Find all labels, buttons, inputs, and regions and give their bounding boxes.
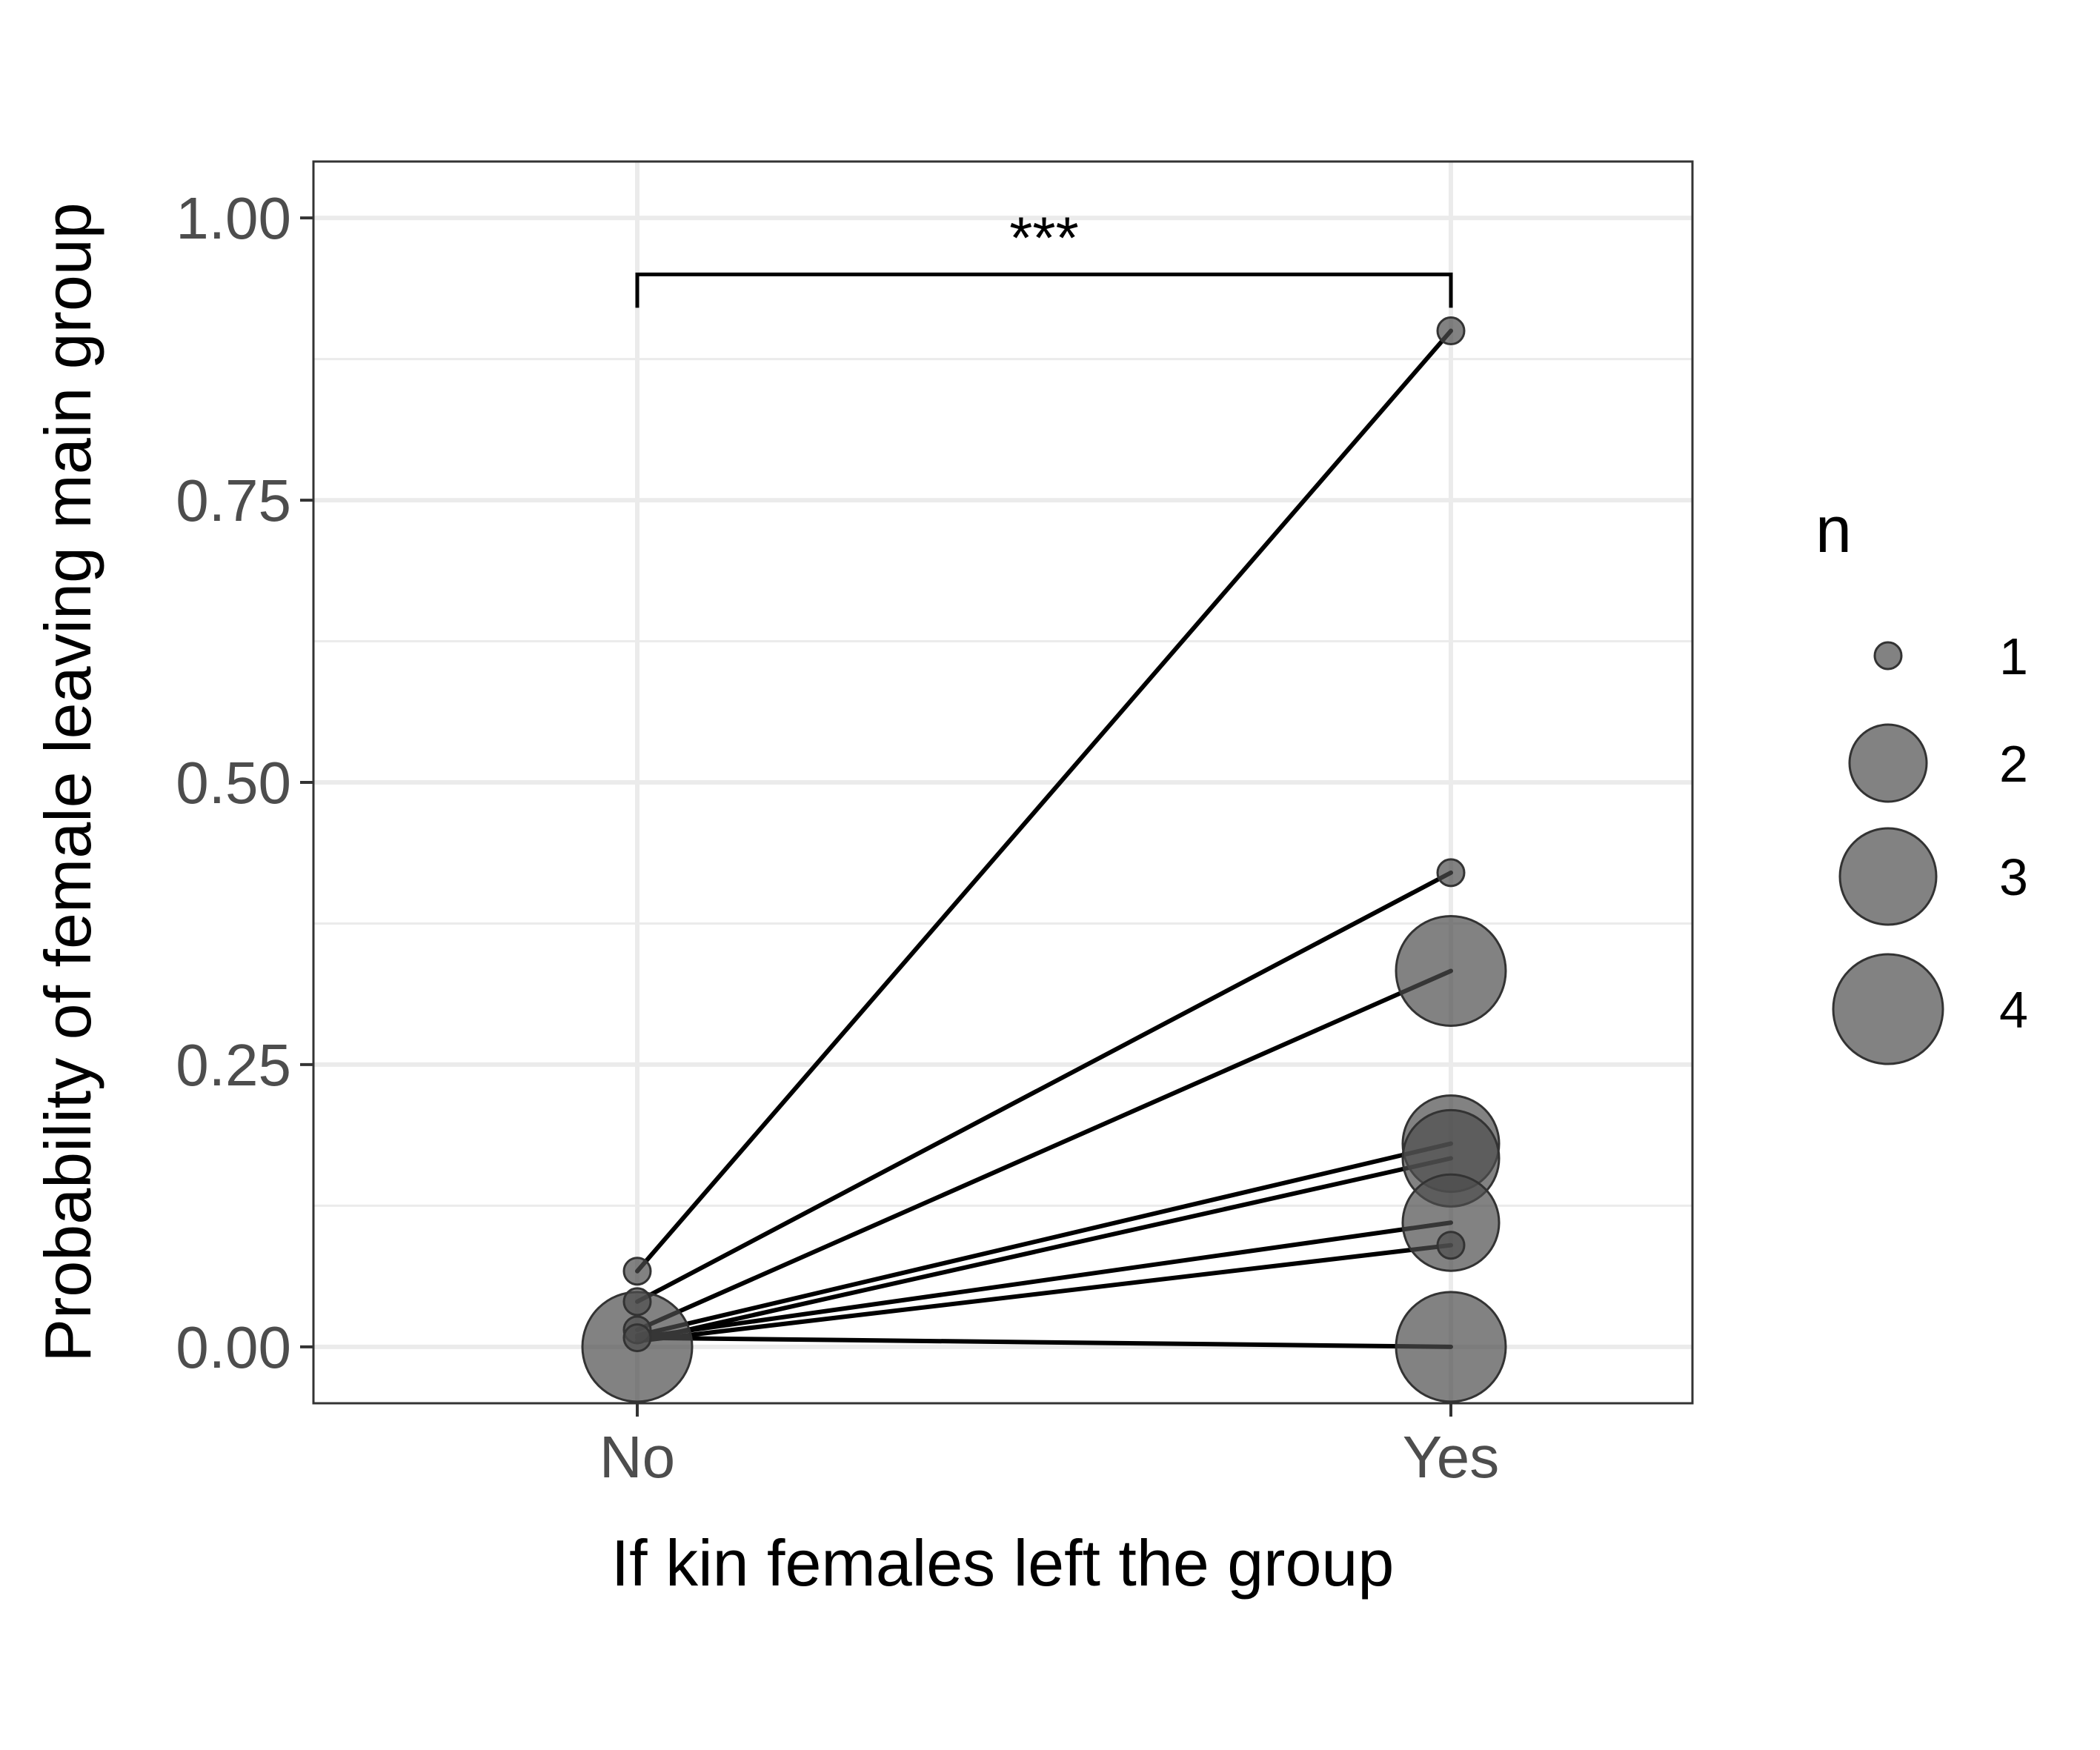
data-point <box>622 1257 652 1286</box>
paired-lines <box>635 328 1453 1349</box>
paired-line <box>635 1335 1453 1349</box>
paired-line <box>635 328 1453 1274</box>
data-points <box>581 316 1507 1403</box>
y-tick-label: 0.50 <box>176 750 291 816</box>
x-tick-label: Yes <box>1403 1424 1500 1490</box>
significance-label: *** <box>1009 204 1078 270</box>
data-point <box>1436 1231 1466 1260</box>
x-axis-title: If kin females left the group <box>611 1526 1395 1600</box>
y-tick-label: 0.00 <box>176 1314 291 1380</box>
data-point <box>1401 1173 1501 1272</box>
paired-line <box>635 1220 1453 1340</box>
paired-line <box>635 1141 1453 1338</box>
y-tick-label: 1.00 <box>176 185 291 251</box>
data-point <box>1395 914 1507 1027</box>
x-tick-label: No <box>599 1424 675 1490</box>
paired-line <box>635 870 1453 1304</box>
legend-key <box>1838 827 1938 926</box>
y-tick-label: 0.75 <box>176 468 291 533</box>
significance-bracket-line <box>635 272 1453 308</box>
data-point <box>1395 1291 1507 1403</box>
legend-key <box>1873 641 1903 671</box>
grid <box>313 162 1692 1403</box>
legend-key <box>1832 953 1944 1065</box>
legend-label: 4 <box>1999 981 2028 1039</box>
paired-line <box>635 1242 1453 1344</box>
y-tick-label: 0.25 <box>176 1032 291 1098</box>
legend-key <box>1848 723 1928 803</box>
data-point <box>622 1287 652 1317</box>
paired-line <box>635 968 1453 1332</box>
legend-title: n <box>1815 493 1852 566</box>
y-axis-title: Probability of female leaving main group <box>31 202 104 1362</box>
paired-line <box>635 1156 1453 1344</box>
data-point <box>1436 316 1466 346</box>
significance-bracket: *** <box>635 204 1453 308</box>
legend-label: 1 <box>1999 628 2028 685</box>
x-axis: No Yes <box>599 1403 1499 1490</box>
legend-label: 3 <box>1999 848 2028 906</box>
legend-label: 2 <box>1999 735 2028 793</box>
legend: n 1 2 3 4 <box>1815 493 2028 1065</box>
y-axis: 0.00 0.25 0.50 0.75 1.00 <box>176 185 313 1380</box>
data-point <box>622 1323 652 1353</box>
data-point <box>1436 858 1466 888</box>
